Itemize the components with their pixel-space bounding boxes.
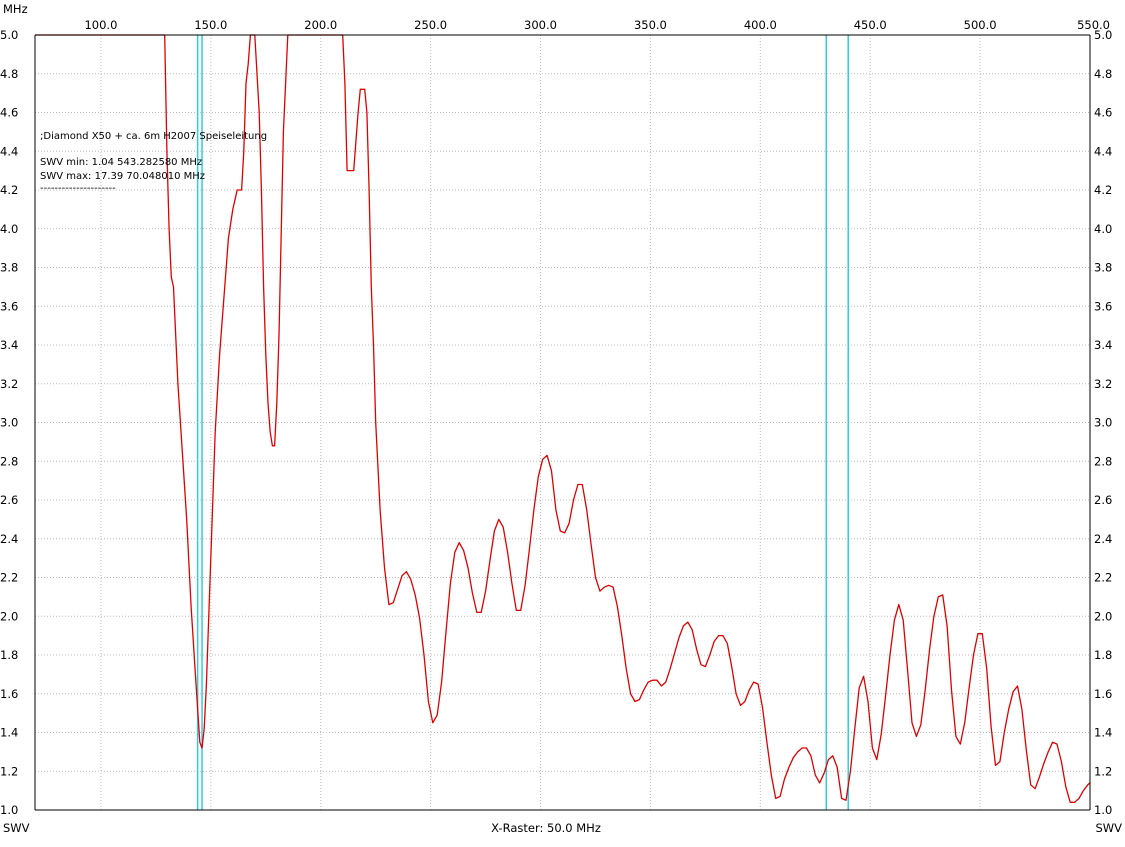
x-raster-label: X-Raster: 50.0 MHz	[491, 821, 601, 835]
y-tick-label-left: 3.2	[0, 377, 18, 391]
y-tick-label-right: 1.4	[1094, 726, 1112, 740]
y-tick-label-left: 2.0	[0, 609, 18, 623]
y-tick-label-right: 3.0	[1094, 416, 1112, 430]
y-tick-label-right: 3.2	[1094, 377, 1112, 391]
y-tick-label-right: 2.6	[1094, 493, 1112, 507]
y-tick-label-right: 2.2	[1094, 571, 1112, 585]
x-tick-label: 250.0	[414, 18, 447, 32]
y-tick-label-right: 4.6	[1094, 106, 1112, 120]
y-tick-label-left: 1.8	[0, 648, 18, 662]
y-tick-label-left: 4.6	[0, 106, 18, 120]
x-unit-label: MHz	[3, 2, 28, 16]
y-tick-label-right: 1.0	[1094, 803, 1112, 817]
y-tick-label-left: 1.2	[0, 764, 18, 778]
y-tick-label-left: 4.0	[0, 222, 18, 236]
y-axis-label-left: SWV	[3, 821, 30, 835]
x-tick-labels: 100.0 150.0 200.0 250.0 300.0 350.0 400.0 450.0…	[84, 18, 1110, 32]
swr-series-line	[35, 34, 1091, 803]
y-tick-label-right: 2.8	[1094, 454, 1112, 468]
y-tick-label-right: 1.8	[1094, 648, 1112, 662]
annotation-separator: ---------------------	[40, 183, 116, 194]
x-tick-label: 550.0	[1077, 18, 1110, 32]
y-tick-label-left: 1.6	[0, 687, 18, 701]
x-tick-label: 500.0	[964, 18, 997, 32]
annotation-device: ;Diamond X50 + ca. 6m H2007 Speiseleitun…	[40, 131, 267, 142]
y-tick-label-right: 4.4	[1094, 144, 1112, 158]
y-tick-label-left: 3.0	[0, 416, 18, 430]
y-tick-label-left: 2.8	[0, 454, 18, 468]
y-tick-label-left: 3.6	[0, 299, 18, 313]
y-tick-label-right: 2.4	[1094, 532, 1112, 546]
y-tick-label-left: 2.4	[0, 532, 18, 546]
y-tick-label-left: 5.0	[0, 28, 18, 42]
y-tick-label-left: 2.2	[0, 571, 18, 585]
y-tick-label-right: 4.0	[1094, 222, 1112, 236]
x-tick-label: 150.0	[194, 18, 227, 32]
y-tick-label-right: 4.8	[1094, 67, 1112, 81]
grid	[35, 35, 1090, 810]
x-tick-label: 200.0	[304, 18, 337, 32]
y-tick-label-left: 3.8	[0, 261, 18, 275]
y-tick-label-right: 1.6	[1094, 687, 1112, 701]
y-tick-label-right: 3.4	[1094, 338, 1112, 352]
y-tick-label-left: 4.4	[0, 144, 18, 158]
x-tick-label: 300.0	[524, 18, 557, 32]
annotation-swr-min: SWV min: 1.04 543.282580 MHz	[40, 157, 202, 168]
annotation-block: ;Diamond X50 + ca. 6m H2007 Speiseleitun…	[40, 131, 267, 194]
y-tick-label-left: 4.8	[0, 67, 18, 81]
y-axis-label-right: SWV	[1095, 821, 1122, 835]
y-tick-label-right: 4.2	[1094, 183, 1112, 197]
y-tick-label-right: 3.6	[1094, 299, 1112, 313]
x-tick-label: 350.0	[634, 18, 667, 32]
x-tick-label: 450.0	[854, 18, 887, 32]
y-tick-label-left: 4.2	[0, 183, 18, 197]
y-tick-label-right: 5.0	[1094, 28, 1112, 42]
y-tick-labels: 1.0 1.0 1.2 1.2 1.4 1.4 1.6 1.6 1.8 1.8 2.0 2.0 2.2 2…	[0, 28, 1112, 817]
y-tick-label-right: 1.2	[1094, 764, 1112, 778]
y-tick-label-left: 1.4	[0, 726, 18, 740]
y-tick-label-right: 2.0	[1094, 609, 1112, 623]
y-tick-label-left: 1.0	[0, 803, 18, 817]
y-tick-label-right: 3.8	[1094, 261, 1112, 275]
marker-lines	[196, 35, 849, 810]
y-tick-label-left: 3.4	[0, 338, 18, 352]
x-tick-label: 400.0	[744, 18, 777, 32]
annotation-swr-max: SWV max: 17.39 70.048010 MHz	[40, 171, 205, 182]
x-tick-label: 100.0	[84, 18, 117, 32]
y-tick-label-left: 2.6	[0, 493, 18, 507]
